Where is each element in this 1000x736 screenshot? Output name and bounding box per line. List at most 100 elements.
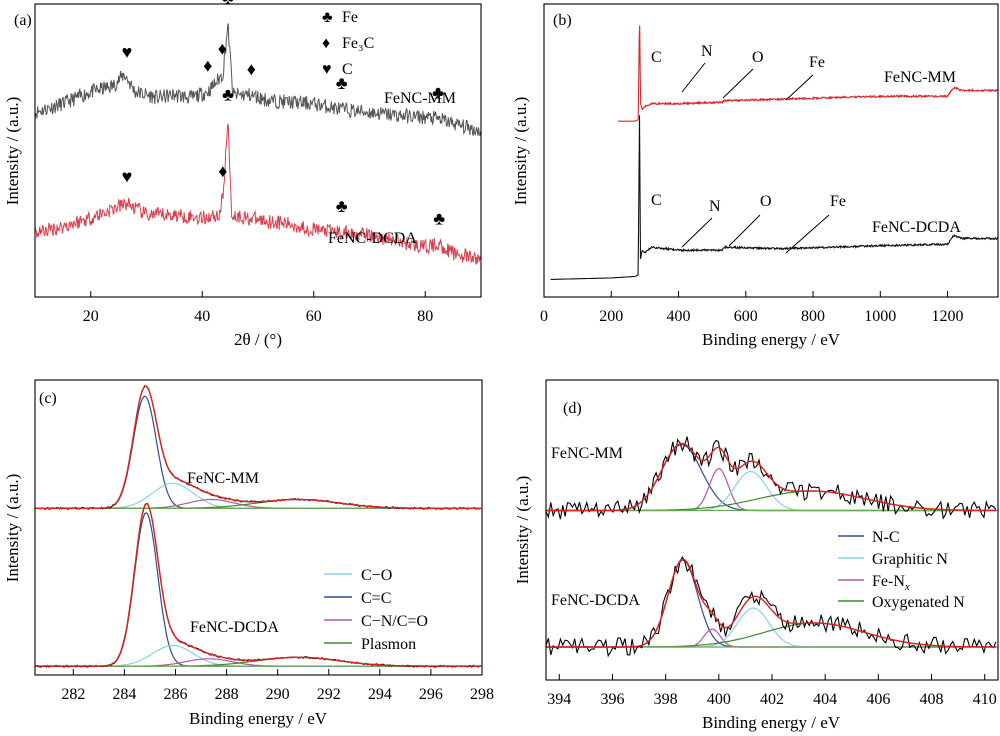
raw-spectrum [545, 436, 997, 520]
peak-label-o: O [752, 49, 764, 66]
legend-label: Plasmon [361, 636, 416, 653]
leader-line [785, 74, 814, 101]
legend: ♣ Fe ♦ Fe₃C ♥ C [322, 9, 374, 78]
x-tick-label: 394 [547, 691, 571, 708]
series-label: FeNC-MM [551, 445, 623, 462]
x-tick-label: 404 [813, 691, 837, 708]
x-axis-label: Binding energy / eV [189, 709, 328, 728]
fit-envelope [546, 442, 996, 512]
series-label: FeNC-MM [384, 90, 456, 107]
panel-label: (b) [553, 12, 572, 29]
x-axis-label: Binding energy / eV [702, 330, 841, 349]
peak-marker: ♣ [222, 85, 234, 105]
component-peak [35, 498, 481, 509]
x-axis: 282 284 286 288 290 292 294 296 298 [61, 669, 494, 703]
legend-label: C [342, 61, 353, 78]
series-line [34, 123, 482, 265]
leader-line [728, 214, 761, 247]
legend-label: C−N/C=O [361, 613, 428, 630]
series-label: FeNC-DCDA [872, 219, 961, 236]
legend-label: Fe-Nx [872, 573, 910, 593]
component-peak [546, 471, 996, 512]
peak-label-n: N [709, 198, 721, 215]
peak-marker: ♦ [218, 161, 227, 181]
x-tick-label: 600 [734, 308, 758, 325]
raw-spectrum [34, 384, 482, 510]
series-line [618, 25, 999, 122]
series-label: FeNC-DCDA [551, 592, 640, 609]
component-peak [546, 628, 996, 648]
x-tick-label: 286 [163, 686, 187, 703]
series-line [550, 115, 999, 280]
x-axis: 394 396 398 400 402 404 406 408 410 [547, 674, 997, 708]
x-tick-label: 800 [801, 308, 825, 325]
panel-c: (c) 282 284 286 288 290 292 294 296 298 Binding … [3, 379, 494, 728]
peak-marker: ♦ [203, 55, 212, 75]
peak-marker: ♣ [432, 82, 444, 102]
x-tick-label: 298 [470, 686, 494, 703]
leader-line [785, 214, 830, 254]
panel-label: (d) [563, 400, 582, 417]
peak-marker: ♣ [336, 73, 348, 93]
legend-label: Graphitic N [872, 551, 948, 568]
x-tick-label: 402 [760, 691, 784, 708]
legend-label: C=C [361, 590, 391, 607]
x-tick-label: 1200 [932, 308, 964, 325]
component-peak [35, 656, 481, 667]
x-tick-label: 288 [215, 686, 239, 703]
x-tick-label: 296 [419, 686, 443, 703]
x-tick-label: 406 [866, 691, 890, 708]
x-tick-label: 0 [540, 308, 548, 325]
x-tick-label: 396 [600, 691, 624, 708]
peak-annotations-dcda: C N O Fe FeNC-DCDA [651, 192, 961, 254]
plot-frame [34, 3, 482, 298]
plot-area [34, 22, 482, 265]
x-tick-label: 400 [667, 308, 691, 325]
x-tick-label: 398 [654, 691, 678, 708]
peak-marker: ♣ [336, 196, 348, 216]
x-axis: 20 40 60 80 [83, 291, 433, 325]
peak-label-o: O [760, 193, 772, 210]
component-peak [35, 395, 481, 509]
legend-label: Fe₃C [342, 35, 374, 52]
plot-area [545, 436, 998, 658]
panel-label: (a) [14, 12, 32, 29]
x-tick-label: 292 [317, 686, 341, 703]
series-label: FeNC-MM [884, 69, 956, 86]
peak-label-n: N [701, 43, 713, 60]
y-axis-label: Intensity / (a.u.) [3, 474, 22, 583]
legend-label: Oxygenated N [872, 594, 965, 611]
peak-marker: ♦ [218, 38, 227, 58]
panel-b: (b) 0 200 400 600 800 1000 1200 Binding energy… [511, 3, 999, 349]
x-axis: 0 200 400 600 800 1000 1200 [540, 291, 964, 325]
panel-label: (c) [39, 390, 57, 407]
leader-line [722, 68, 754, 99]
x-tick-label: 60 [306, 308, 322, 325]
legend: C−O C=C C−N/C=O Plasmon [324, 567, 428, 653]
x-tick-label: 20 [83, 308, 99, 325]
series-line [34, 22, 482, 137]
x-tick-label: 200 [599, 308, 623, 325]
x-tick-label: 284 [112, 686, 136, 703]
x-tick-label: 282 [61, 686, 85, 703]
peak-label-fe: Fe [809, 54, 825, 71]
plot-area [34, 384, 482, 668]
leader-line [681, 62, 706, 93]
legend-label: C−O [361, 567, 392, 584]
panel-d: (d) 394 396 398 400 402 404 406 408 410 Binding … [513, 379, 999, 732]
peak-marker: ♣ [433, 208, 445, 228]
fit-envelope [35, 385, 481, 509]
plot-frame [543, 3, 999, 298]
peak-label-c: C [651, 192, 662, 209]
y-axis-label: Intensity / (a.u.) [513, 476, 532, 585]
y-axis-label: Intensity / (a.u.) [511, 97, 530, 206]
series-label: FeNC-MM [187, 470, 259, 487]
x-tick-label: 1000 [864, 308, 896, 325]
legend-symbol: ♣ [322, 9, 333, 26]
x-tick-label: 80 [417, 308, 433, 325]
peak-marker: ♥ [122, 42, 133, 62]
peak-marker: ♦ [247, 59, 256, 79]
series-label: FeNC-DCDA [190, 619, 279, 636]
x-tick-label: 408 [920, 691, 944, 708]
